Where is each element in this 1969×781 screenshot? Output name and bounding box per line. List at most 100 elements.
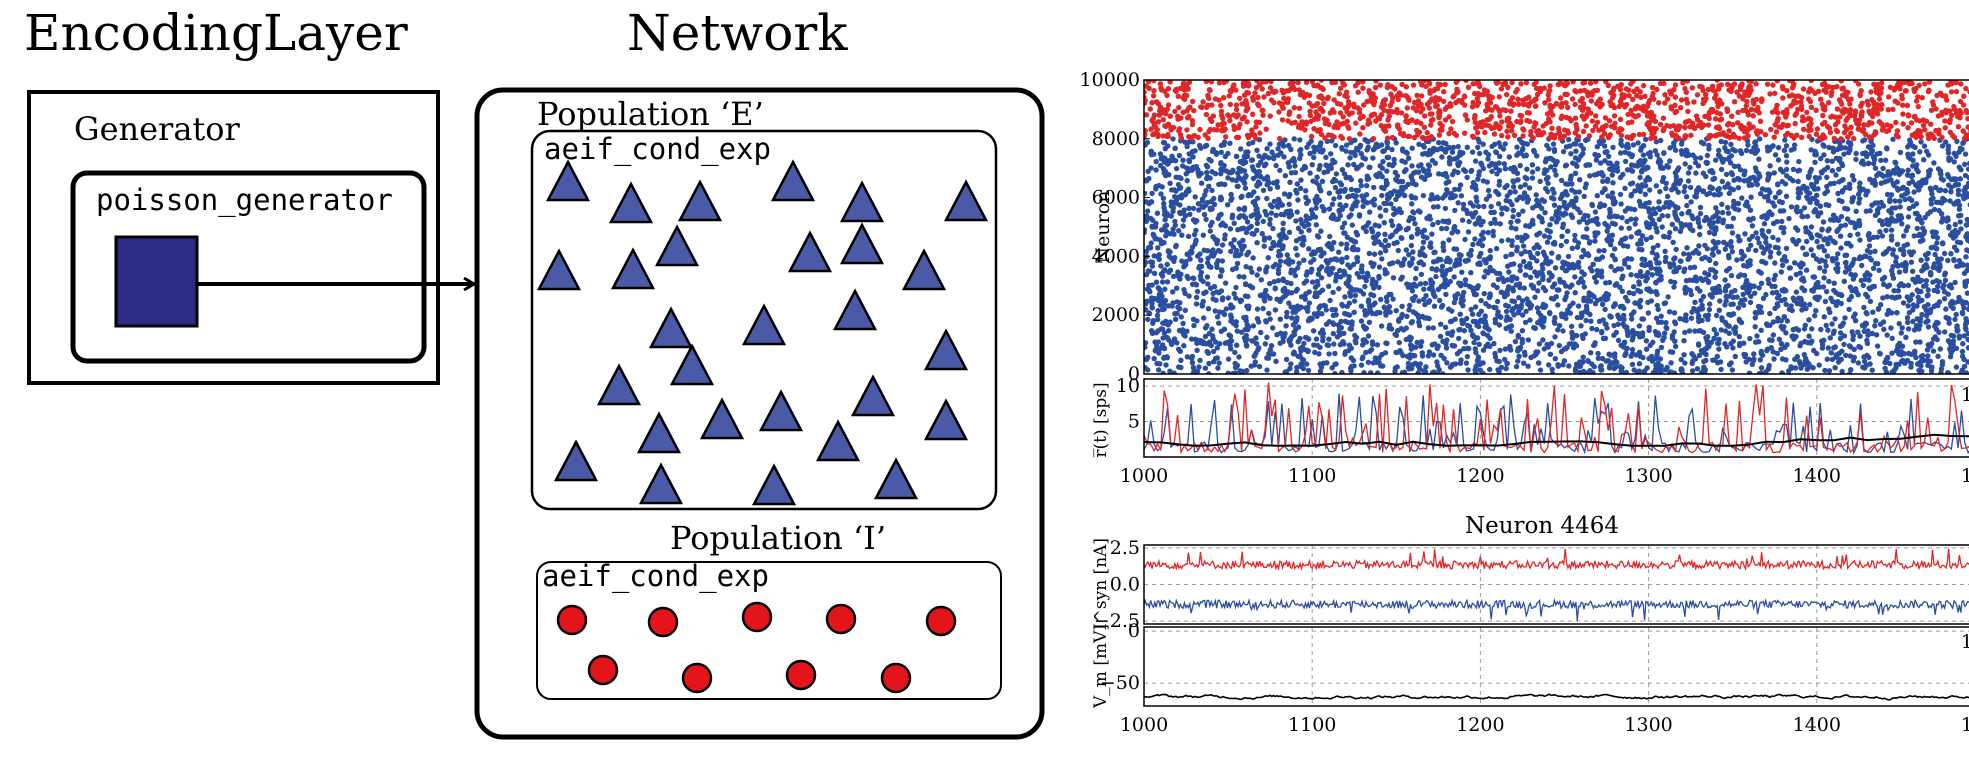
spike-dot-exc <box>1321 208 1327 214</box>
spike-dot-exc <box>1869 367 1875 373</box>
spike-dot-exc <box>1376 359 1382 366</box>
spike-dot-exc <box>1590 261 1596 267</box>
spike-dot-exc <box>1701 141 1707 147</box>
spike-dot-exc <box>1201 211 1208 218</box>
spike-dot-exc <box>1150 231 1156 237</box>
spike-dot-exc <box>1927 358 1933 364</box>
spike-dot-exc <box>1713 205 1719 211</box>
spike-dot-exc <box>1510 306 1516 312</box>
spike-dot-exc <box>1918 353 1924 360</box>
spike-dot-exc <box>1938 187 1944 193</box>
spike-dot-exc <box>1767 189 1773 195</box>
spike-dot-exc <box>1520 208 1526 214</box>
spike-dot-exc <box>1822 298 1829 305</box>
spike-dot-exc <box>1663 320 1669 326</box>
spike-dot-exc <box>1306 221 1312 228</box>
spike-dot-exc <box>1267 216 1273 222</box>
spike-dot-exc <box>1443 291 1449 298</box>
population-i-label: Population ‘I’ <box>670 519 887 557</box>
spike-dot-exc <box>1426 298 1433 304</box>
spike-dot-exc <box>1447 161 1453 167</box>
spike-dot-exc <box>1925 324 1932 330</box>
spike-dot-exc <box>1722 341 1728 347</box>
spike-dot-exc <box>1910 318 1916 325</box>
spike-dot-exc <box>1795 186 1801 192</box>
spike-dot-exc <box>1889 205 1895 211</box>
spike-dot-exc <box>1556 205 1563 211</box>
spike-dot-exc <box>1559 233 1565 239</box>
spike-dot-exc <box>1418 259 1424 265</box>
spike-dot-exc <box>1924 148 1930 155</box>
spike-dot-exc <box>1313 179 1319 186</box>
spike-dot-exc <box>1496 322 1503 328</box>
spike-dot-exc <box>1250 167 1257 173</box>
spike-dot-exc <box>1305 367 1312 374</box>
spike-dot-exc <box>1389 146 1395 153</box>
spike-dot-exc <box>1499 238 1505 244</box>
spike-dot-exc <box>1610 144 1616 151</box>
spike-dot-exc <box>1373 311 1379 317</box>
spike-dot-exc <box>1459 269 1465 275</box>
spike-dot-exc <box>1361 198 1367 204</box>
excitatory-neuron-icon <box>741 303 787 346</box>
spike-dot-exc <box>1370 155 1376 161</box>
spike-dot-exc <box>1789 307 1795 314</box>
spike-dot-exc <box>1254 147 1260 153</box>
spike-dot-exc <box>1523 153 1529 159</box>
spike-dot-exc <box>1358 318 1365 324</box>
spike-dot-exc <box>1486 303 1492 309</box>
spike-dot-exc <box>1201 315 1207 321</box>
spike-dot-exc <box>1398 209 1404 216</box>
spike-dot-exc <box>1556 342 1562 349</box>
spike-dot-exc <box>1689 368 1696 374</box>
spike-dot-exc <box>1155 339 1161 345</box>
spike-dot-exc <box>1628 234 1634 240</box>
spike-dot-exc <box>1657 158 1664 165</box>
spike-dot-exc <box>1582 251 1589 258</box>
spike-dot-exc <box>1348 149 1354 156</box>
spike-dot-exc <box>1586 240 1593 246</box>
spike-dot-exc <box>1572 232 1578 239</box>
spike-dot-exc <box>1697 231 1703 238</box>
spike-dot-exc <box>1456 261 1463 267</box>
spike-dot-exc <box>1352 332 1358 339</box>
spike-dot-exc <box>1665 294 1671 300</box>
spike-dot-exc <box>1787 265 1793 271</box>
spike-dot-exc <box>1948 251 1954 257</box>
spike-dot-exc <box>1452 207 1458 214</box>
spike-dot-exc <box>1796 237 1802 244</box>
spike-dot-exc <box>1669 221 1675 228</box>
spike-dot-exc <box>1681 352 1687 358</box>
spike-dot-exc <box>1626 225 1632 231</box>
spike-dot-exc <box>1192 148 1198 154</box>
spike-dot-exc <box>1872 248 1878 254</box>
spike-dot-exc <box>1758 244 1765 250</box>
spike-dot-exc <box>1963 370 1969 374</box>
spike-dot-exc <box>1643 136 1649 143</box>
spike-dot-exc <box>1203 289 1209 295</box>
spike-dot-exc <box>1889 272 1896 278</box>
spike-dot-exc <box>1264 195 1270 202</box>
spike-dot-exc <box>1521 258 1527 265</box>
spike-dot-exc <box>1309 279 1316 285</box>
spike-dot-exc <box>1710 286 1716 292</box>
spike-dot-exc <box>1690 215 1696 222</box>
spike-dot-exc <box>1630 327 1636 334</box>
spike-dot-exc <box>1193 238 1199 244</box>
spike-dot-exc <box>1243 332 1249 339</box>
spike-dot-exc <box>1342 270 1348 277</box>
spike-dot-exc <box>1959 348 1966 355</box>
spike-dot-exc <box>1366 250 1372 257</box>
spike-dot-exc <box>1593 231 1599 237</box>
spike-dot-exc <box>1293 187 1299 194</box>
spike-dot-exc <box>1772 260 1778 266</box>
spike-dot-exc <box>1753 230 1759 236</box>
spike-dot-exc <box>1309 211 1316 217</box>
spike-dot-exc <box>1758 270 1764 276</box>
spike-dot-exc <box>1747 207 1754 213</box>
spike-dot-exc <box>1572 274 1578 280</box>
spike-dot-exc <box>1915 294 1921 300</box>
spike-dot-exc <box>1166 328 1172 334</box>
spike-dot-exc <box>1619 215 1625 221</box>
spike-dot-exc <box>1292 272 1299 279</box>
